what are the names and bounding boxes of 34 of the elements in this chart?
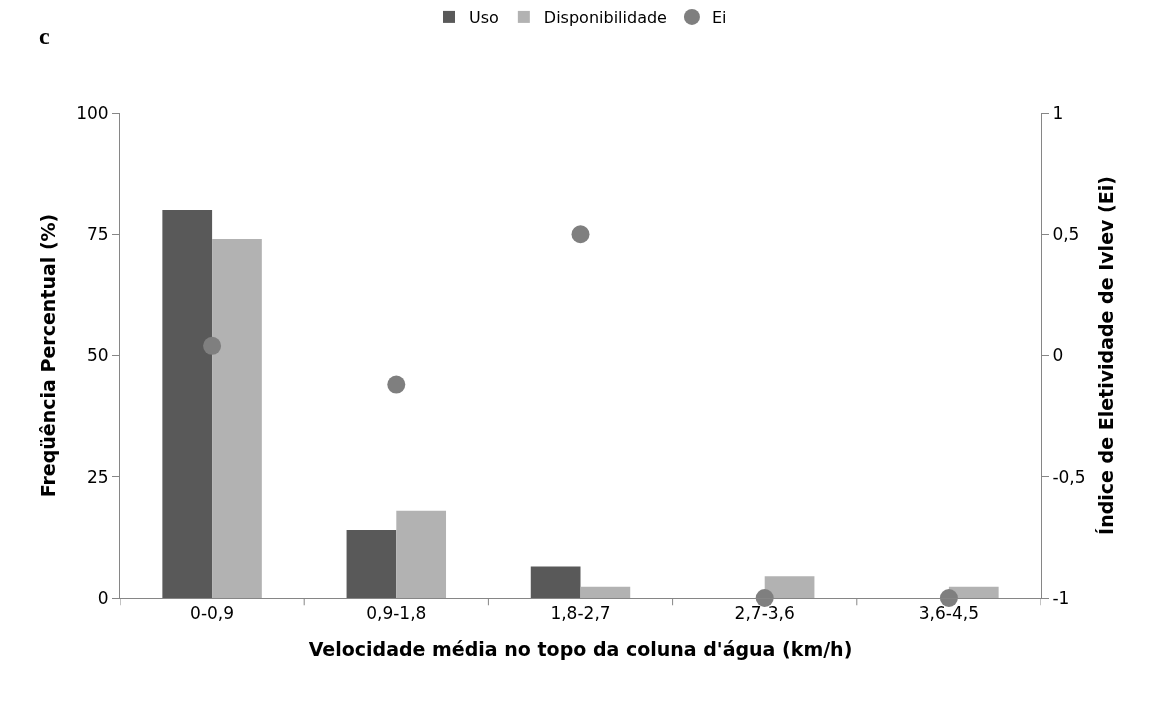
y-tick-label: 75 <box>86 224 109 245</box>
x-tick-label: 3,6-4,5 <box>918 603 980 624</box>
y2-tick-label: -1 <box>1052 587 1070 608</box>
x-tick-label: 0-0,9 <box>190 603 235 624</box>
y2-axis-title: Índice de Eletividade de Ivlev (Ei) <box>1095 176 1118 535</box>
y2-tick-label: -0,5 <box>1052 466 1086 487</box>
legend-label: Disponibilidade <box>543 8 667 28</box>
y2-tick-label: 0,5 <box>1052 224 1080 245</box>
point <box>387 375 406 394</box>
y2-tick-label: 0 <box>1052 345 1064 366</box>
y-tick-label: 100 <box>76 102 109 123</box>
legend-label: Ei <box>711 8 727 28</box>
point <box>755 589 774 607</box>
bar <box>580 586 631 598</box>
text: c <box>39 23 50 49</box>
x-tick-label: 0,9-1,8 <box>366 603 427 624</box>
bar <box>346 530 397 598</box>
bar <box>212 239 262 598</box>
y-tick-label: 50 <box>86 345 109 366</box>
y-tick-label: 25 <box>86 466 109 487</box>
x-axis-title: Velocidade média no topo da coluna d'água (km/h) <box>308 638 853 661</box>
point <box>203 336 222 355</box>
legend-label: Uso <box>469 8 499 28</box>
x-tick-label: 1,8-2,7 <box>550 603 611 624</box>
bar <box>396 510 447 598</box>
y-axis-title: Freqüência Percentual (%) <box>37 213 59 498</box>
point <box>571 225 590 244</box>
bar <box>764 576 815 598</box>
y2-tick-label: 1 <box>1052 102 1064 123</box>
bar <box>530 566 581 598</box>
y-tick-label: 0 <box>97 587 109 608</box>
x-tick-label: 2,7-3,6 <box>734 603 795 624</box>
bar <box>162 210 213 598</box>
point <box>939 589 958 607</box>
